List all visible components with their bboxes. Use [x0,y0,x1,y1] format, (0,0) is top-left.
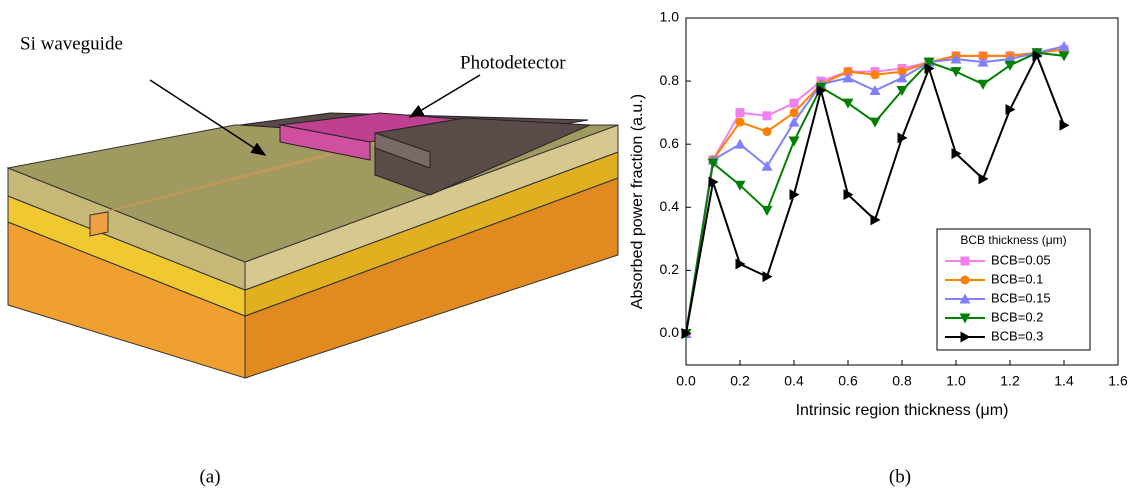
marker [735,108,745,118]
marker [681,327,692,339]
legend-marker [959,313,971,324]
marker [896,86,908,97]
device-diagram: Si waveguide Photodetector (a) (b) [6,33,911,487]
marker [977,79,989,90]
marker [870,214,881,226]
x-tick-label: 0.4 [784,373,804,389]
arrow [149,79,267,156]
x-axis-label: Intrinsic region thickness (μm) [796,402,1009,419]
marker [842,72,854,83]
y-tick-label: 0.2 [660,261,680,277]
marker [789,108,799,118]
legend-label: BCB=0.05 [991,252,1051,267]
absorber-side [279,124,371,161]
legend-label: BCB=0.1 [991,271,1043,286]
legend-label: BCB=0.15 [991,290,1051,305]
marker [1058,40,1070,51]
x-tick-label: 1.4 [1054,373,1074,389]
x-tick-label: 0.2 [730,373,750,389]
arrow [408,74,481,118]
marker [788,116,800,127]
chart: 0.0 0.2 0.4 0.6 0.8 1.0 0.0 0.2 0.4 0.6 0.8 1.0 1.2 1… [629,9,1128,420]
panel-label: (b) [889,466,911,487]
contact-right [374,117,591,196]
marker [896,72,908,83]
y-axis-label: Absorbed power fraction (a.u.) [629,94,646,309]
marker [789,189,800,201]
marker [842,98,854,109]
marker [977,56,989,67]
marker [843,189,854,201]
marker [950,67,962,78]
label: Si waveguide [20,33,123,54]
marker [762,127,772,137]
marker [978,51,988,61]
marker [924,62,935,74]
legend-label: BCB=0.2 [991,309,1043,324]
marker [1058,51,1070,62]
contact-ridge [374,132,431,169]
marker [708,176,719,188]
y-tick-label: 0.8 [660,72,680,88]
y-tick-label: 0.4 [660,198,680,214]
x-tick-label: 0.8 [892,373,912,389]
marker [735,258,746,270]
x-tick-label: 0.6 [838,373,858,389]
marker [843,67,853,77]
marker [788,136,800,147]
panel-label: (a) [199,466,220,487]
marker [734,180,746,191]
marker [707,158,719,169]
x-tick-label: 1.0 [946,373,966,389]
marker [762,111,772,121]
legend-marker [960,256,970,266]
marker [735,117,745,127]
marker [869,117,881,128]
marker [950,53,962,64]
marker [897,132,908,144]
marker [761,205,773,216]
marker [816,85,827,97]
legend-marker [959,293,971,304]
waveguide-end [89,211,109,237]
marker [1004,60,1016,71]
marker [978,173,989,185]
marker [1005,103,1016,115]
x-tick-label: 1.2 [1000,373,1020,389]
y-tick-label: 0.0 [660,324,680,340]
marker [869,85,881,96]
y-tick-label: 1.0 [660,9,680,25]
marker [734,138,746,149]
label: Photodetector [460,52,566,73]
x-tick-label: 1.6 [1108,373,1128,389]
marker [897,67,907,77]
marker [762,271,773,283]
legend-label: BCB=0.3 [991,328,1043,343]
y-tick-label: 0.6 [660,135,680,151]
marker [789,98,799,108]
marker [761,160,773,171]
legend-box [936,228,1091,351]
marker [951,148,962,160]
marker [1059,119,1070,131]
x-tick-label: 0.0 [676,373,696,389]
legend-title: BCB thickness (μm) [960,233,1066,247]
marker [870,70,880,80]
marker [1032,50,1043,62]
legend-marker [960,275,970,285]
marker [923,57,935,68]
legend: BCB thickness (μm) BCB=0.05 BCB=0.1 BCB=0.1… [936,228,1091,351]
legend-marker [960,331,971,343]
